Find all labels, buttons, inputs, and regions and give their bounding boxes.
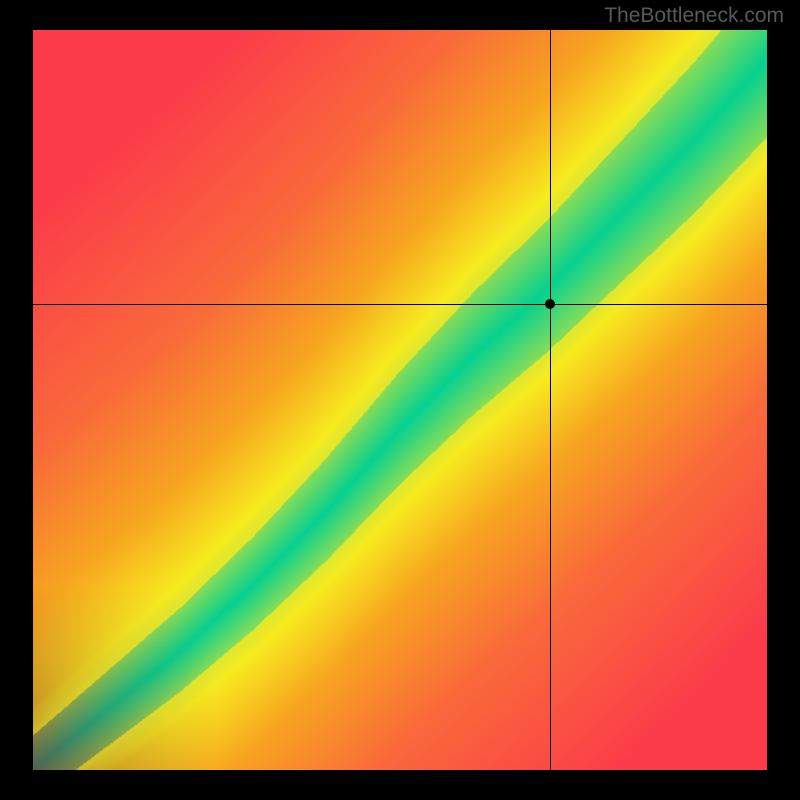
crosshair-marker xyxy=(545,299,555,309)
chart-container: TheBottleneck.com xyxy=(0,0,800,800)
heatmap-canvas xyxy=(33,30,767,770)
crosshair-horizontal xyxy=(33,304,767,305)
watermark-text: TheBottleneck.com xyxy=(604,4,784,28)
plot-area xyxy=(33,30,767,770)
crosshair-vertical xyxy=(550,30,551,770)
